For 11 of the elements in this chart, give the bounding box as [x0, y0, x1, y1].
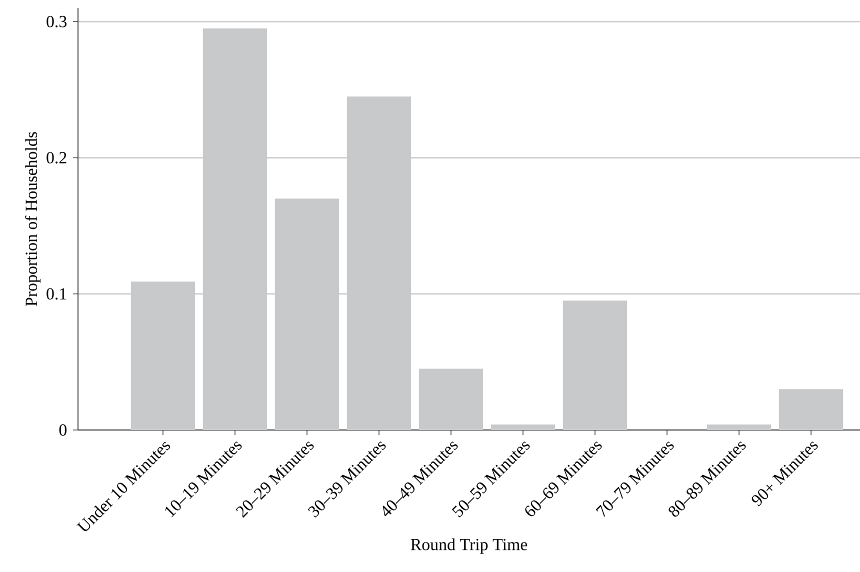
y-tick-label: 0.1 [46, 288, 66, 300]
bar [490, 424, 556, 430]
y-tick-label: 0.2 [46, 152, 66, 164]
x-axis-title: Round Trip Time [410, 538, 528, 554]
bar [562, 300, 628, 430]
bar [418, 368, 484, 430]
bar [706, 424, 772, 430]
bar [779, 389, 844, 430]
y-tick-label: 0.3 [46, 16, 66, 28]
y-axis-title: Proportion of Households [24, 132, 40, 306]
y-tick-label: 0 [59, 424, 67, 436]
